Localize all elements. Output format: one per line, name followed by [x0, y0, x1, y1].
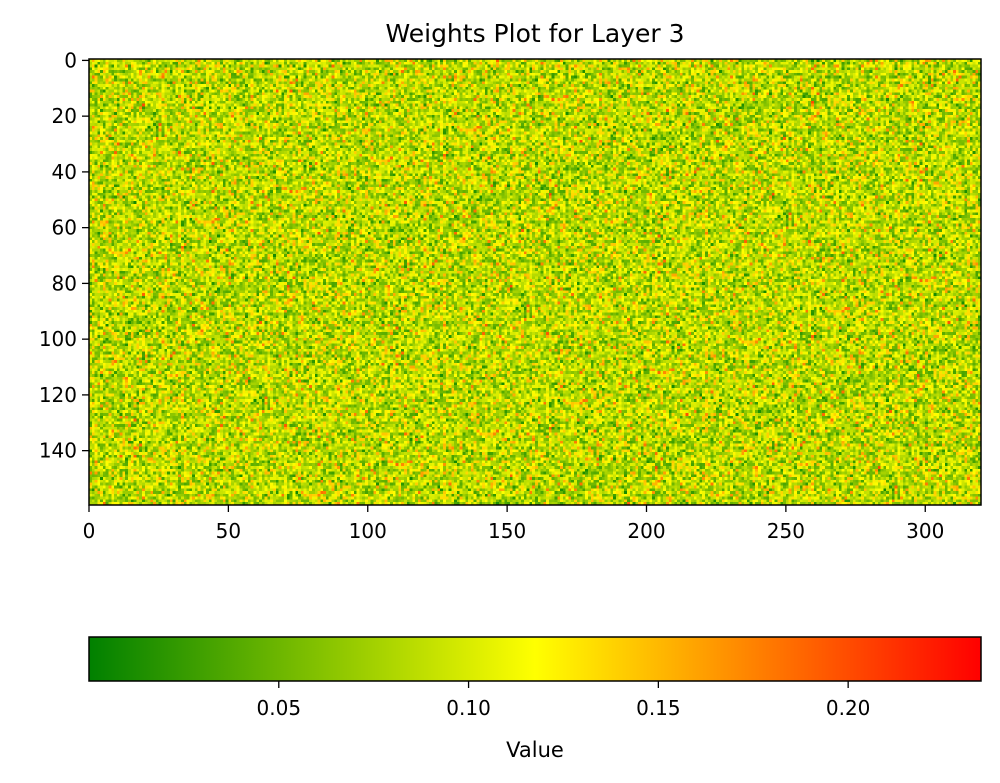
y-tick-label: 100: [39, 327, 77, 351]
y-tick-label: 80: [52, 271, 77, 295]
y-tick-label: 40: [52, 160, 77, 184]
colorbar-tick-label: 0.10: [446, 696, 491, 720]
colorbar-tick-label: 0.05: [257, 696, 302, 720]
x-tick-label: 50: [216, 519, 241, 543]
x-tick-label: 300: [906, 519, 944, 543]
colorbar-tick-label: 0.20: [826, 696, 871, 720]
y-tick-label: 0: [64, 48, 77, 72]
colorbar-ticks: 0.05 0.10 0.15 0.20: [257, 681, 871, 720]
y-axis-ticks: 0 20 40 60 80 100 120 140: [39, 48, 89, 463]
y-tick-label: 140: [39, 439, 77, 463]
y-tick-label: 120: [39, 383, 77, 407]
x-tick-label: 0: [83, 519, 96, 543]
colorbar-frame: [88, 636, 982, 682]
x-axis-ticks: 0 50 100 150 200 250 300: [83, 505, 944, 543]
y-tick-label: 60: [52, 216, 77, 240]
x-tick-label: 250: [767, 519, 805, 543]
heatmap-image: [89, 59, 981, 505]
chart-title: Weights Plot for Layer 3: [385, 19, 684, 48]
x-tick-label: 200: [627, 519, 665, 543]
x-tick-label: 100: [349, 519, 387, 543]
plot-frame: [88, 58, 982, 506]
y-tick-label: 20: [52, 104, 77, 128]
colorbar: [89, 637, 981, 681]
colorbar-label: Value: [506, 738, 564, 762]
x-tick-label: 150: [488, 519, 526, 543]
colorbar-tick-label: 0.15: [636, 696, 681, 720]
